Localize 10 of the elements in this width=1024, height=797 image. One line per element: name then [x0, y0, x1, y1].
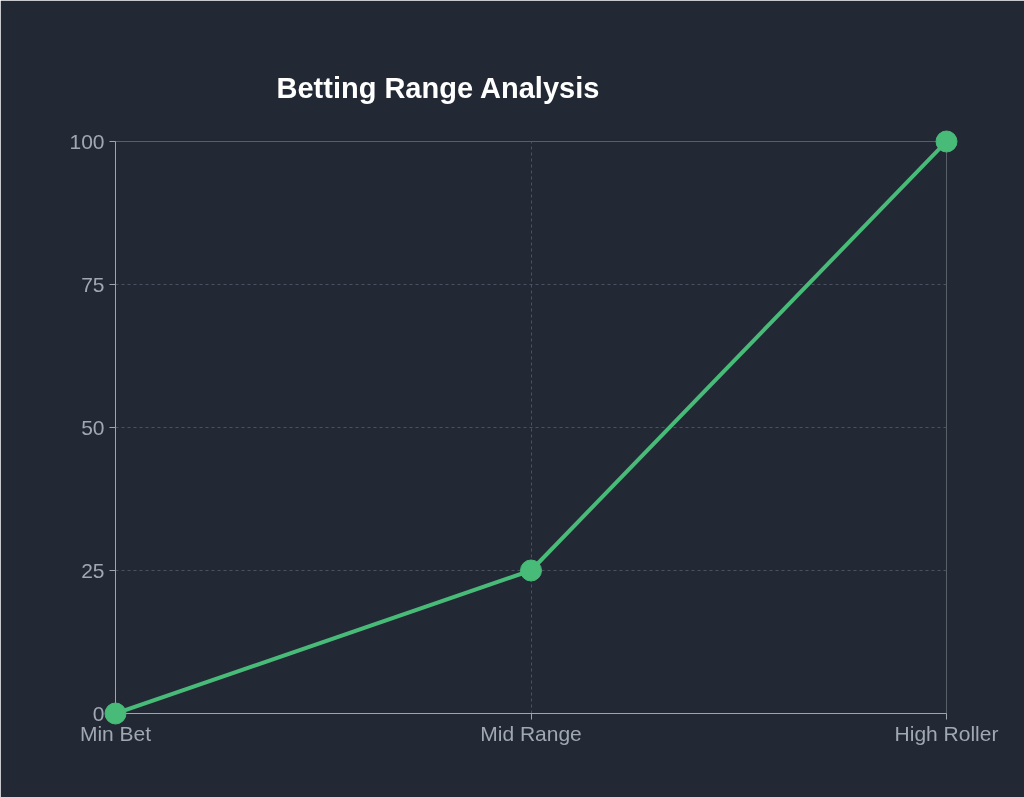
- y-tick-label: 25: [81, 558, 105, 582]
- point: [935, 130, 958, 153]
- y-tick-label: 100: [69, 129, 105, 153]
- chart-title: Betting Range Analysis: [276, 72, 600, 104]
- x-tick-label: High Roller: [894, 721, 999, 745]
- y-tick-label: 75: [81, 272, 105, 296]
- point: [104, 702, 127, 725]
- point: [520, 559, 542, 582]
- x-tick-label: Mid Range: [480, 721, 582, 745]
- y-tick-label: 50: [81, 415, 105, 439]
